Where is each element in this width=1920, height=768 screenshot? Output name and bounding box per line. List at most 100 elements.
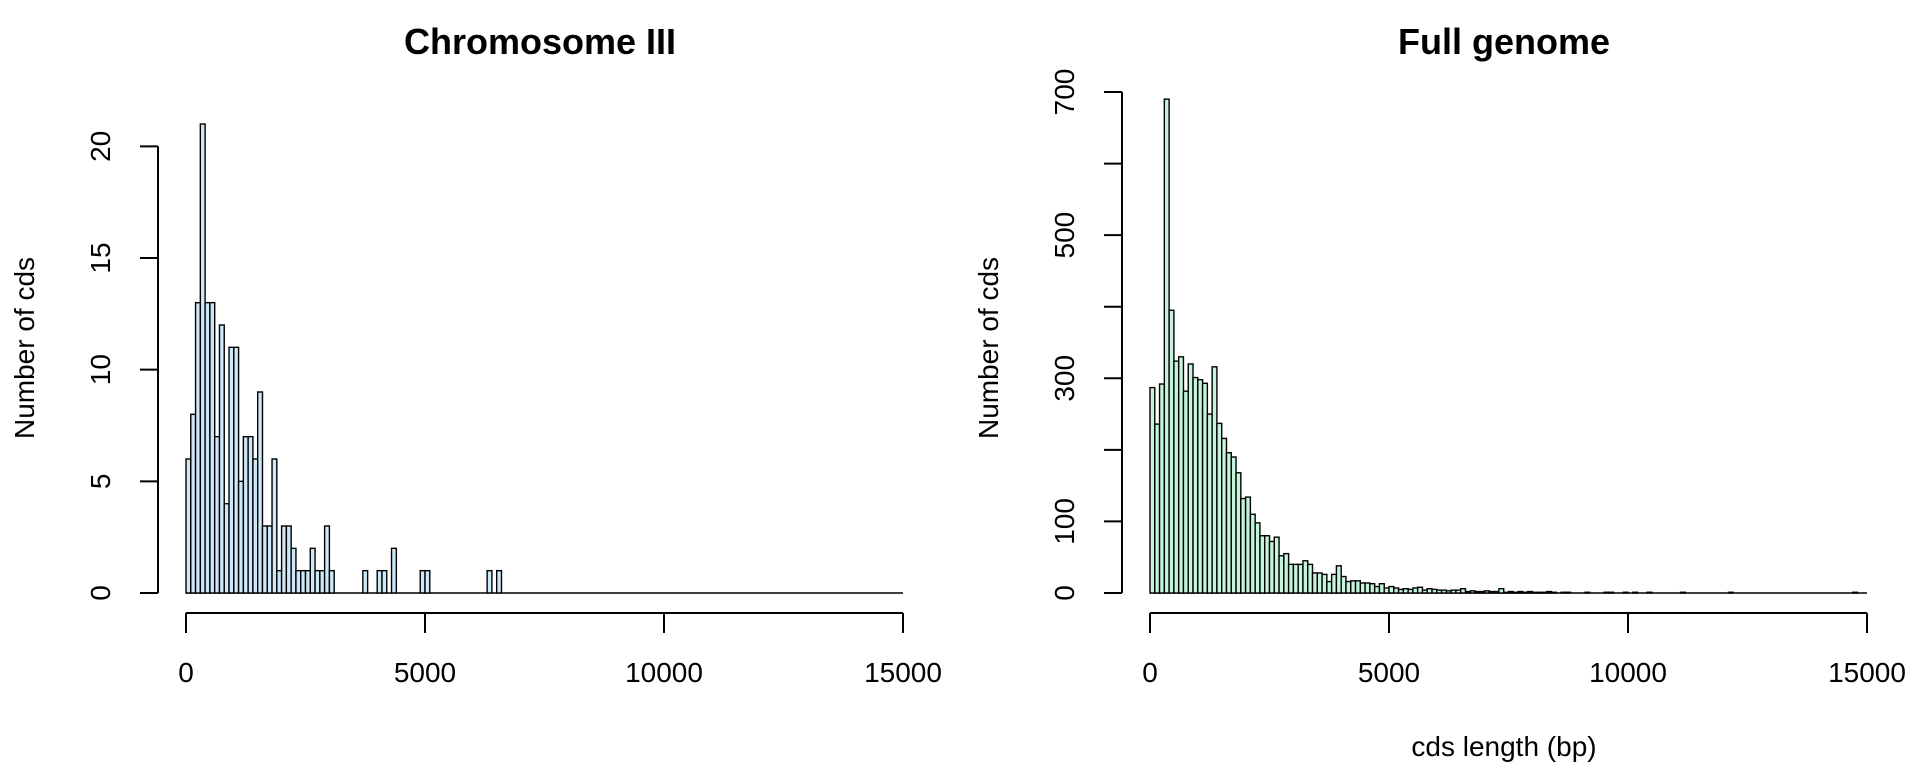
y-tick-label: 500 (1049, 212, 1080, 259)
histogram-bar (1283, 552, 1290, 594)
histogram-bar (1311, 572, 1319, 594)
chart-title: Full genome (1398, 21, 1610, 62)
histogram-bar (1560, 591, 1567, 594)
histogram-bar (1498, 588, 1505, 594)
histogram-bar (271, 458, 278, 594)
histogram-bar (486, 569, 493, 594)
histogram-bar (1211, 366, 1218, 594)
histogram-bar (1517, 590, 1524, 594)
histogram-bar (261, 525, 268, 594)
histogram-bar (1445, 590, 1452, 594)
histogram-bar (1216, 422, 1223, 594)
histogram-bar (1302, 560, 1309, 594)
histogram-bar (1244, 496, 1252, 594)
histogram-bar (233, 346, 240, 594)
histogram-bar (247, 435, 254, 594)
histogram-bar (376, 569, 383, 594)
histogram-bar (1565, 591, 1572, 594)
x-tick-label: 0 (1142, 657, 1158, 688)
histogram-bar (1383, 587, 1390, 594)
histogram-bar (1364, 582, 1371, 594)
axes: 0 5000 10000 15000 0 100 300 500 700 (1049, 69, 1906, 688)
panel-full-genome: Full genome Number of cds cds length (bp… (973, 21, 1906, 762)
histogram-bar (1546, 590, 1553, 594)
histogram-bar (1259, 535, 1266, 594)
histogram-bar (1345, 580, 1352, 594)
histogram-bar (1350, 580, 1357, 594)
histogram-bar (1354, 580, 1362, 594)
histogram-bar (319, 569, 326, 594)
y-tick-label: 0 (1049, 585, 1080, 601)
histogram-bar (1455, 589, 1462, 594)
bar-series (1149, 98, 1867, 594)
histogram-bar (1321, 573, 1328, 594)
histogram-bar (419, 569, 426, 594)
histogram-bar (1402, 588, 1409, 594)
histogram-bar (1632, 591, 1639, 594)
histogram-bar (1541, 591, 1548, 594)
histogram-bar (1240, 497, 1247, 594)
histogram-bar (242, 435, 249, 594)
y-tick-label: 15 (85, 242, 116, 273)
histogram-bar (223, 502, 230, 594)
histogram-bar (1440, 589, 1448, 594)
histogram-bar (228, 346, 235, 594)
histogram-bar (266, 525, 273, 594)
histogram-bar (1197, 379, 1204, 594)
histogram-bar (1412, 587, 1419, 594)
histogram-bar (1378, 582, 1385, 594)
histogram-bar (1158, 383, 1166, 594)
histogram-bar (1273, 536, 1280, 594)
bar-series (185, 123, 903, 594)
histogram-bar (1316, 572, 1323, 594)
histogram-bar (390, 547, 398, 594)
histogram-bar (1503, 591, 1510, 594)
histogram-bar (1507, 590, 1514, 594)
histogram-bar (1264, 535, 1271, 594)
histogram-bar (1206, 413, 1213, 594)
histogram-bar (209, 301, 216, 594)
histogram-bar (213, 435, 221, 594)
histogram-bar (1154, 423, 1161, 594)
x-tick-label: 5000 (1358, 657, 1420, 688)
histogram-bar (194, 301, 202, 594)
histogram-bar (1201, 382, 1209, 594)
histogram-bar (1522, 591, 1529, 594)
histogram-bar (1431, 588, 1438, 594)
histogram-bar (290, 547, 297, 594)
histogram-bar (1622, 591, 1629, 594)
histogram-bar (1182, 390, 1189, 594)
histogram-bar (1369, 582, 1376, 594)
histogram-bar (1531, 591, 1538, 594)
histogram-bar (323, 525, 331, 594)
histogram-bar (1550, 591, 1558, 594)
histogram-bar (1474, 590, 1481, 594)
x-tick-label: 10000 (1589, 657, 1667, 688)
histogram-bar (1459, 588, 1467, 594)
histogram-bar (276, 569, 283, 594)
histogram-bar (304, 569, 311, 594)
histogram-bar (362, 569, 369, 594)
histogram-bar (237, 480, 245, 594)
histogram-bar (1469, 590, 1476, 594)
y-tick-label: 700 (1049, 69, 1080, 116)
histogram-bar (1187, 363, 1194, 594)
histogram-bar (1192, 376, 1199, 594)
histogram-bar (1335, 565, 1342, 594)
histogram-bar (309, 547, 316, 594)
histogram-bar (496, 569, 503, 594)
histogram-bar (1326, 580, 1333, 594)
histogram-bar (257, 391, 264, 594)
histogram-bar (1679, 591, 1687, 594)
histogram-bar (1393, 587, 1400, 594)
histogram-bar (381, 569, 388, 594)
histogram-bar (1421, 589, 1428, 594)
histogram-bar (1330, 573, 1338, 594)
y-tick-label: 300 (1049, 355, 1080, 402)
histogram-bar (1254, 522, 1261, 594)
histogram-bar (1851, 591, 1859, 594)
histogram-bar (1340, 575, 1347, 594)
histogram-bar (204, 301, 211, 594)
histogram-bar (1278, 555, 1285, 594)
